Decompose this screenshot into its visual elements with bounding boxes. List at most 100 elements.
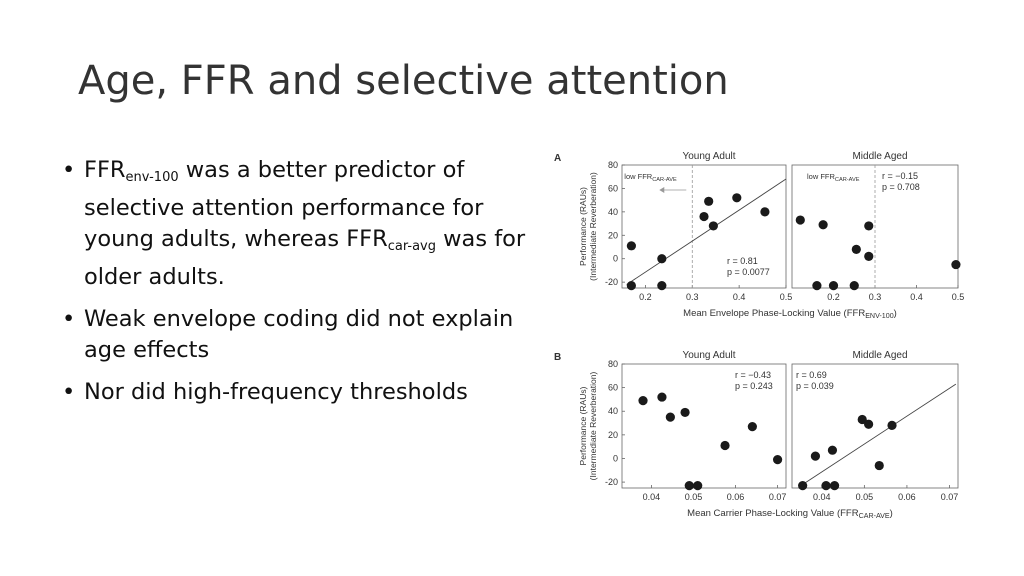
panel-4-data-point — [810, 451, 821, 461]
panel-3-ytick-label: 20 — [608, 430, 618, 440]
panel-1-xlabel: Mean Envelope Phase-Locking Value (FFREN… — [683, 308, 897, 320]
panel-2-data-point — [951, 259, 961, 270]
panel-1-ytick-label: 40 — [608, 207, 618, 217]
panel-3-ytick-label: -20 — [605, 477, 618, 487]
panel-1-panel-label: A — [554, 153, 561, 164]
panel-2-data-point — [864, 251, 874, 261]
panel-3-data-point — [680, 407, 690, 418]
panel-2-threshold-label: low FFRCAR-AVE — [807, 172, 860, 183]
panel-1-threshold-label: low FFRCAR-AVE — [624, 172, 677, 183]
bullet-1-post: was for older adults. — [84, 226, 526, 290]
panel-1-data-point — [760, 207, 770, 217]
panel-1-xtick-label: 0.5 — [780, 292, 793, 302]
panel-4-data-point — [827, 445, 838, 455]
bullet-item-1: FFRenv-100 was a better predictor of sel… — [62, 155, 532, 293]
panel-2-data-point — [812, 281, 822, 291]
panel-2-data-point — [818, 220, 828, 230]
panel-2-data-point — [851, 244, 861, 254]
panel-3-xtick-label: 0.05 — [685, 492, 703, 502]
panel-4-xtick-label: 0.05 — [856, 492, 874, 502]
panel-2-data-point — [864, 221, 874, 231]
panel-1-ytick-label: 80 — [608, 160, 618, 170]
panel-2-xtick-label: 0.5 — [952, 292, 965, 302]
panel-1-r-value: r = 0.81 — [727, 256, 758, 266]
panel-2-r-value: r = −0.15 — [882, 171, 918, 181]
panel-1-data-point — [704, 196, 714, 206]
panel-4-data-point — [829, 481, 840, 491]
panel-1-p-value: p = 0.0077 — [727, 267, 770, 277]
panel-1-data-point — [626, 241, 636, 251]
panel-1-ytick-label: -20 — [605, 277, 618, 287]
panel-4-frame — [791, 363, 959, 489]
panel-3-r-value: r = −0.43 — [735, 370, 771, 380]
panel-1-xtick-label: 0.3 — [686, 292, 699, 302]
bullet-1-sub1: env-100 — [125, 170, 179, 185]
panel-3-data-point — [772, 455, 783, 465]
panel-3-ytick-label: 0 — [613, 453, 618, 463]
panel-1-data-point — [699, 211, 709, 222]
bullet-1-mid: was a better predictor of selective atte… — [84, 157, 484, 252]
panel-4-xtick-label: 0.07 — [941, 492, 959, 502]
panel-4-data-point — [864, 419, 874, 429]
panel-1-data-point — [657, 254, 667, 264]
panel-2-data-point — [828, 281, 839, 291]
panel-3-data-point — [665, 412, 675, 422]
panel-2-data-point — [849, 281, 859, 291]
panel-4-fit-line — [802, 383, 957, 485]
panel-2-p-value: p = 0.708 — [882, 182, 920, 192]
bullet-item-2: Weak envelope coding did not explain age… — [62, 304, 532, 366]
panel-4-xtick-label: 0.06 — [898, 492, 916, 502]
panel-4-data-point — [857, 414, 867, 425]
panel-2-data-point — [795, 215, 805, 225]
panel-3-ylabel: Performance (RAUs) — [578, 386, 588, 465]
panel-1-ytick-label: 20 — [608, 230, 618, 240]
panel-2-xtick-label: 0.4 — [910, 292, 923, 302]
panel-2-xtick-label: 0.2 — [827, 292, 840, 302]
panel-2-xtick-label: 0.3 — [869, 292, 882, 302]
panel-3-panel-label: B — [554, 352, 561, 363]
panel-4-xtick-label: 0.04 — [813, 492, 831, 502]
panel-3-data-point — [657, 392, 667, 402]
panel-4-data-point — [798, 481, 808, 491]
panel-4-title: Middle Aged — [852, 350, 907, 361]
panel-1-xtick-label: 0.2 — [639, 292, 652, 302]
panel-1-frame — [621, 164, 787, 289]
panel-1-data-point — [657, 281, 667, 291]
panel-1-data-point — [626, 281, 636, 291]
panel-1-xtick-label: 0.4 — [733, 292, 746, 302]
panel-4-data-point — [874, 460, 884, 471]
panel-1-data-point — [732, 193, 742, 203]
panel-3-ytick-label: 80 — [608, 359, 618, 369]
panel-3-data-point — [720, 440, 730, 451]
bullet-1-pre: FFR — [84, 157, 126, 183]
bullet-item-3: Nor did high-frequency thresholds — [62, 377, 532, 408]
panel-1-ylabel-2: (Intermediate Reverberation) — [588, 172, 598, 281]
panel-3-data-point — [684, 481, 694, 491]
panel-3-xtick-label: 0.07 — [769, 492, 787, 502]
panel-1-ytick-label: 0 — [613, 254, 618, 264]
panel-1-arrow-head — [659, 187, 665, 193]
panel-3-frame — [621, 363, 787, 489]
slide-title: Age, FFR and selective attention — [78, 58, 729, 104]
bullet-1-sub2: car-avg — [387, 239, 436, 254]
panel-1-data-point — [708, 221, 718, 231]
panel-1-fit-line — [626, 178, 787, 285]
panel-4-data-point — [887, 420, 897, 431]
panel-4-data-point — [821, 481, 831, 491]
panel-3-ytick-label: 40 — [608, 406, 618, 416]
panel-3-xlabel: Mean Carrier Phase-Locking Value (FFRCAR… — [687, 508, 893, 520]
panel-3-xtick-label: 0.04 — [643, 492, 661, 502]
panel-3-data-point — [747, 421, 757, 432]
panel-1-ytick-label: 60 — [608, 183, 618, 193]
scatter-figure: Young Adult A 0.2 0.3 0.4 0.5 -20 0 20 40 60 80 Perf… — [554, 151, 965, 520]
panel-1-title: Young Adult — [682, 151, 735, 162]
panel-3-data-point — [638, 396, 648, 406]
bullet-list: FFRenv-100 was a better predictor of sel… — [62, 155, 532, 419]
panel-3-p-value: p = 0.243 — [735, 381, 773, 391]
panel-4-r-value: r = 0.69 — [796, 370, 827, 380]
panel-1-ylabel: Performance (RAUs) — [578, 187, 588, 266]
panel-3-xtick-label: 0.06 — [727, 492, 745, 502]
panel-4-p-value: p = 0.039 — [796, 381, 834, 391]
panel-3-title: Young Adult — [682, 350, 735, 361]
panel-3-ytick-label: 60 — [608, 383, 618, 393]
